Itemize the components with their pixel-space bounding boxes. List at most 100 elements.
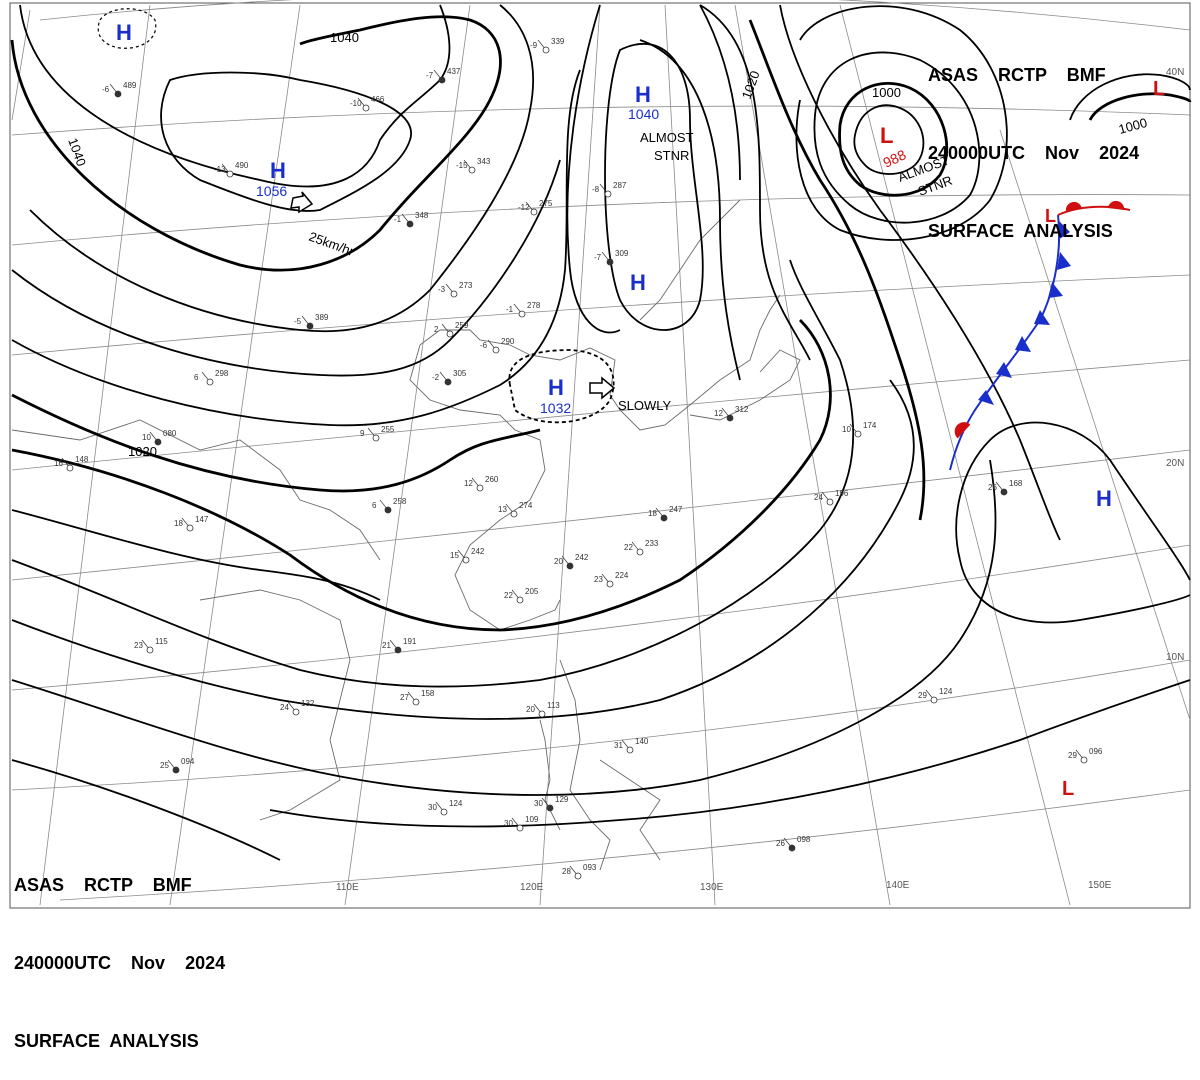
station-pressure: 191 (403, 637, 417, 646)
station-circle (362, 104, 370, 112)
low-pressure-symbol: L (1062, 778, 1074, 800)
isobar-label: 1000 (872, 85, 901, 100)
isobar-label: 1040 (330, 30, 359, 45)
station-pressure: 466 (371, 95, 385, 104)
high-pressure-symbol: H (548, 375, 564, 400)
station-pressure: 290 (501, 337, 515, 346)
station-pressure: 490 (235, 161, 249, 170)
motion-arrow-icon (589, 376, 616, 400)
station-pressure: 174 (863, 421, 877, 430)
station-pressure: 196 (835, 489, 849, 498)
station-plot: -5 389 (294, 313, 329, 330)
isobar (699, 4, 741, 181)
station-plot: 12 260 (464, 475, 499, 492)
station-circle (788, 844, 796, 852)
warm-front (954, 200, 1131, 439)
station-pressure: 242 (575, 553, 589, 562)
station-plot: 6 258 (372, 497, 407, 514)
station-plot: 30 129 (534, 795, 569, 812)
station-pressure: 339 (551, 37, 565, 46)
station-circle (606, 580, 614, 588)
station-pressure: 437 (447, 67, 461, 76)
station-pressure: 109 (525, 815, 539, 824)
station-temp: 2 (434, 325, 439, 334)
station-circle (468, 166, 476, 174)
station-plot: 2 259 (434, 321, 469, 338)
station-plot: 6 298 (194, 369, 229, 386)
high-pressure-value: 1056 (256, 183, 287, 199)
isobar (11, 319, 832, 632)
station-circle (306, 322, 314, 330)
station-temp: -15 (456, 161, 468, 170)
isobar (853, 104, 925, 175)
station-plots: -6 489-13 490-10 466-7 437-9 339-15 343-1 348-1… (54, 37, 1103, 880)
station-plot: -12 275 (518, 199, 553, 216)
surface-analysis-map: 1040 1040 1020 1020 1000 1000 25km/hr AL… (9, 0, 1192, 909)
station-circle (394, 646, 402, 654)
station-circle (226, 170, 234, 178)
longitude-label: 120E (520, 882, 544, 893)
station-temp: -7 (426, 71, 434, 80)
isobar (795, 5, 1008, 241)
isobar (11, 459, 997, 796)
station-circle (542, 46, 550, 54)
station-plot: 24 132 (280, 699, 315, 716)
map-header-bottom: ASAS RCTP BMF 240000UTC Nov 2024 SURFACE… (14, 820, 225, 1080)
station-temp: 29 (1068, 751, 1077, 760)
high-pressure-symbol: H (630, 270, 646, 295)
station-plot: 30 109 (504, 815, 539, 832)
station-plot: 20 242 (554, 553, 589, 570)
isobar (11, 159, 561, 377)
station-plot: 27 158 (400, 689, 435, 706)
station-temp: 12 (464, 479, 473, 488)
station-plot: 20 113 (526, 701, 560, 718)
station-circle (186, 524, 194, 532)
station-pressure: 168 (1009, 479, 1023, 488)
station-circle (412, 698, 420, 706)
station-temp: 6 (372, 501, 377, 510)
isobar (160, 71, 412, 212)
station-temp: 28 (562, 867, 571, 876)
station-temp: -1 (506, 305, 514, 314)
isobar (639, 39, 741, 381)
station-circle (462, 556, 470, 564)
station-temp: 12 (714, 409, 723, 418)
station-pressure: 298 (215, 369, 229, 378)
station-pressure: 224 (615, 571, 629, 580)
station-plot: -9 339 (530, 37, 565, 54)
station-plot: 16 148 (54, 455, 89, 472)
low-pressure-symbol: L (1153, 78, 1165, 100)
latitude-label: 10N (1166, 652, 1184, 663)
isobar (269, 679, 1191, 828)
station-temp: 27 (400, 693, 409, 702)
isobar (11, 759, 281, 861)
station-pressure: 113 (547, 701, 560, 710)
cold-front (949, 214, 1071, 471)
isobar-label: 1000 (1117, 115, 1149, 137)
station-temp: 10 (842, 425, 851, 434)
station-pressure: 389 (315, 313, 329, 322)
station-pressure: 312 (735, 405, 749, 414)
station-circle (406, 220, 414, 228)
station-pressure: 093 (583, 863, 597, 872)
station-pressure: 278 (527, 301, 541, 310)
station-pressure: 247 (669, 505, 683, 514)
station-circle (574, 872, 582, 880)
station-temp: 9 (360, 429, 365, 438)
station-circle (384, 506, 392, 514)
longitude-grid (11, 4, 1191, 906)
station-pressure: 205 (525, 587, 539, 596)
station-plot: 15 242 (450, 547, 485, 564)
station-pressure: 343 (477, 157, 491, 166)
station-temp: -12 (518, 203, 530, 212)
station-temp: 15 (450, 551, 459, 560)
station-temp: -13 (214, 165, 226, 174)
station-plot: 30 124 (428, 799, 463, 816)
station-pressure: 124 (449, 799, 463, 808)
station-plot: -2 305 (432, 369, 467, 386)
station-plot: 29 124 (918, 687, 953, 704)
station-pressure: 305 (453, 369, 467, 378)
station-temp: -8 (592, 185, 600, 194)
station-pressure: 096 (1089, 747, 1103, 756)
station-pressure: 258 (393, 497, 407, 506)
